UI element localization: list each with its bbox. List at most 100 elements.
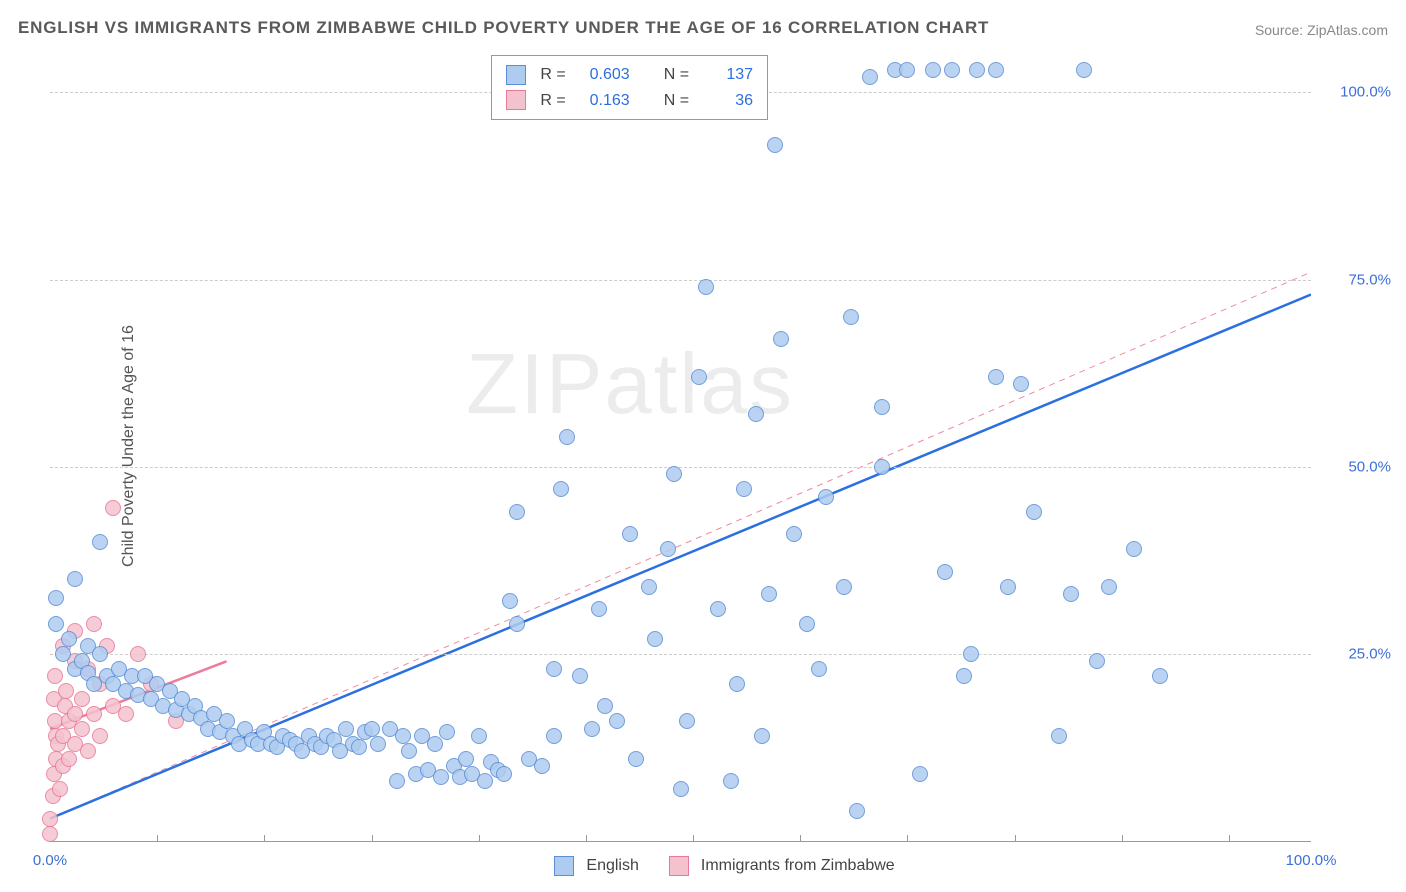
scatter-point [61, 631, 77, 647]
scatter-point [1089, 653, 1105, 669]
source-prefix: Source: [1255, 22, 1307, 38]
scatter-point [736, 481, 752, 497]
scatter-point [52, 781, 68, 797]
scatter-point [86, 616, 102, 632]
scatter-point [496, 766, 512, 782]
scatter-point [74, 691, 90, 707]
scatter-point [767, 137, 783, 153]
n-label: N = [664, 62, 689, 88]
scatter-point [641, 579, 657, 595]
x-minor-tick [372, 835, 373, 841]
scatter-point [553, 481, 569, 497]
scatter-point [471, 728, 487, 744]
scatter-point [92, 534, 108, 550]
scatter-point [118, 706, 134, 722]
scatter-point [597, 698, 613, 714]
source-link[interactable]: ZipAtlas.com [1307, 22, 1388, 38]
scatter-point [1000, 579, 1016, 595]
scatter-point [427, 736, 443, 752]
x-minor-tick [157, 835, 158, 841]
scatter-point [811, 661, 827, 677]
scatter-point [874, 459, 890, 475]
correlation-row: R =0.603N =137 [506, 62, 753, 88]
scatter-point [761, 586, 777, 602]
scatter-point [92, 728, 108, 744]
y-tick-label: 75.0% [1321, 271, 1391, 288]
scatter-point [944, 62, 960, 78]
correlation-row: R =0.163N =36 [506, 88, 753, 114]
r-value: 0.163 [576, 88, 630, 114]
x-minor-tick [586, 835, 587, 841]
scatter-point [502, 593, 518, 609]
scatter-point [963, 646, 979, 662]
x-minor-tick [479, 835, 480, 841]
scatter-point [458, 751, 474, 767]
scatter-point [92, 646, 108, 662]
scatter-point [710, 601, 726, 617]
legend-swatch [506, 65, 526, 85]
scatter-point [1051, 728, 1067, 744]
x-minor-tick [693, 835, 694, 841]
scatter-point [364, 721, 380, 737]
scatter-point [477, 773, 493, 789]
scatter-point [609, 713, 625, 729]
scatter-point [534, 758, 550, 774]
x-tick-label: 0.0% [33, 852, 67, 869]
scatter-point [42, 811, 58, 827]
scatter-point [1026, 504, 1042, 520]
scatter-point [818, 489, 834, 505]
scatter-point [1152, 668, 1168, 684]
scatter-point [58, 683, 74, 699]
correlation-legend-box: R =0.603N =137R =0.163N =36 [491, 55, 768, 120]
gridline [50, 654, 1311, 655]
scatter-point [937, 564, 953, 580]
scatter-point [584, 721, 600, 737]
scatter-point [401, 743, 417, 759]
x-minor-tick [264, 835, 265, 841]
scatter-point [862, 69, 878, 85]
legend-label: Immigrants from Zimbabwe [701, 857, 895, 875]
scatter-point [899, 62, 915, 78]
scatter-point [395, 728, 411, 744]
scatter-point [925, 62, 941, 78]
scatter-point [773, 331, 789, 347]
gridline [50, 280, 1311, 281]
scatter-point [55, 646, 71, 662]
scatter-point [433, 769, 449, 785]
n-value: 137 [699, 62, 753, 88]
scatter-point [956, 668, 972, 684]
legend-swatch [669, 856, 689, 876]
scatter-point [647, 631, 663, 647]
x-minor-tick [800, 835, 801, 841]
scatter-point [546, 728, 562, 744]
y-tick-label: 50.0% [1321, 458, 1391, 475]
scatter-point [219, 713, 235, 729]
scatter-point [509, 616, 525, 632]
scatter-point [86, 706, 102, 722]
scatter-point [628, 751, 644, 767]
scatter-point [874, 399, 890, 415]
scatter-point [389, 773, 405, 789]
scatter-point [351, 739, 367, 755]
scatter-point [80, 743, 96, 759]
n-value: 36 [699, 88, 753, 114]
chart-title: ENGLISH VS IMMIGRANTS FROM ZIMBABWE CHIL… [18, 18, 989, 38]
scatter-point [48, 616, 64, 632]
scatter-point [130, 646, 146, 662]
scatter-point [799, 616, 815, 632]
scatter-point [729, 676, 745, 692]
scatter-point [42, 826, 58, 842]
scatter-point [691, 369, 707, 385]
scatter-point [74, 721, 90, 737]
scatter-point [370, 736, 386, 752]
scatter-point [1076, 62, 1092, 78]
scatter-point [47, 668, 63, 684]
scatter-point [673, 781, 689, 797]
scatter-point [48, 590, 64, 606]
scatter-point [1063, 586, 1079, 602]
scatter-point [660, 541, 676, 557]
watermark: ZIPatlas [466, 336, 794, 434]
scatter-plot: ZIPatlas 25.0%50.0%75.0%100.0%0.0%100.0% [50, 55, 1311, 842]
scatter-point [912, 766, 928, 782]
x-minor-tick [907, 835, 908, 841]
